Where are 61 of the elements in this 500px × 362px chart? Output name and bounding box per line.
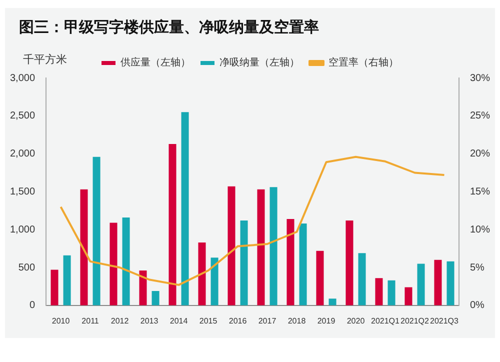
x-tick-label: 2014 bbox=[170, 316, 188, 326]
y-tick-label: 3,000 bbox=[10, 72, 36, 84]
bar bbox=[139, 270, 147, 306]
bar bbox=[346, 220, 354, 306]
y2-tick-label: 15% bbox=[470, 186, 490, 198]
bar bbox=[168, 144, 176, 306]
bar bbox=[388, 280, 396, 306]
x-tick-label: 2018 bbox=[288, 316, 306, 326]
y2-tick-label: 25% bbox=[470, 110, 490, 122]
bar bbox=[122, 217, 130, 306]
bar bbox=[286, 218, 294, 306]
bar bbox=[299, 224, 307, 306]
legend-label: 净吸纳量（左轴） bbox=[220, 56, 300, 69]
y-tick-label: 2,000 bbox=[10, 148, 36, 160]
bar bbox=[228, 186, 236, 306]
x-tick-label: 2016 bbox=[228, 316, 248, 326]
y2-tick-label: 0% bbox=[470, 300, 485, 312]
bar bbox=[316, 250, 324, 306]
bar bbox=[417, 264, 425, 306]
legend-label: 空置率（右轴） bbox=[328, 56, 398, 69]
y-tick-label: 2,500 bbox=[10, 110, 36, 122]
x-tick-label: 2012 bbox=[110, 316, 130, 326]
x-tick-label: 2013 bbox=[140, 316, 159, 326]
bar bbox=[210, 258, 218, 306]
y2-tick-label: 20% bbox=[470, 148, 490, 160]
y-tick-label: 1,000 bbox=[10, 224, 36, 236]
bar bbox=[198, 242, 206, 306]
x-tick-label: 2010 bbox=[52, 316, 70, 326]
bar bbox=[181, 112, 189, 306]
bar bbox=[404, 287, 412, 306]
bar bbox=[257, 189, 265, 306]
x-tick-label: 2019 bbox=[317, 316, 336, 326]
bar bbox=[240, 220, 248, 306]
y-axis-title: 千平方米 bbox=[23, 52, 67, 67]
x-tick-label: 2015 bbox=[199, 316, 218, 326]
y-tick-label: 1,500 bbox=[10, 186, 36, 198]
legend-label: 供应量（左轴） bbox=[120, 56, 190, 69]
x-tick-label: 2021Q3 bbox=[430, 316, 460, 326]
y-tick-label: 500 bbox=[18, 262, 36, 274]
bar bbox=[152, 291, 160, 306]
bar bbox=[270, 187, 278, 306]
bar bbox=[80, 189, 88, 306]
bar bbox=[50, 270, 58, 306]
bar bbox=[92, 156, 100, 306]
y2-tick-label: 5% bbox=[470, 262, 485, 274]
bar bbox=[434, 260, 442, 306]
bar bbox=[358, 253, 366, 306]
bar bbox=[375, 278, 383, 306]
x-tick-label: 2021Q1 bbox=[371, 316, 400, 326]
y2-tick-label: 30% bbox=[470, 72, 490, 84]
bar bbox=[63, 255, 71, 306]
bar bbox=[328, 298, 336, 306]
bar bbox=[110, 222, 118, 306]
x-tick-label: 2011 bbox=[82, 316, 100, 326]
x-tick-label: 2021Q2 bbox=[400, 316, 430, 326]
chart-title: 图三：甲级写字楼供应量、净吸纳量及空置率 bbox=[19, 18, 319, 37]
bar bbox=[446, 261, 454, 306]
x-tick-label: 2020 bbox=[346, 316, 366, 326]
x-tick-label: 2017 bbox=[258, 316, 277, 326]
y2-tick-label: 10% bbox=[470, 224, 490, 236]
y-tick-label: 0 bbox=[29, 300, 36, 312]
